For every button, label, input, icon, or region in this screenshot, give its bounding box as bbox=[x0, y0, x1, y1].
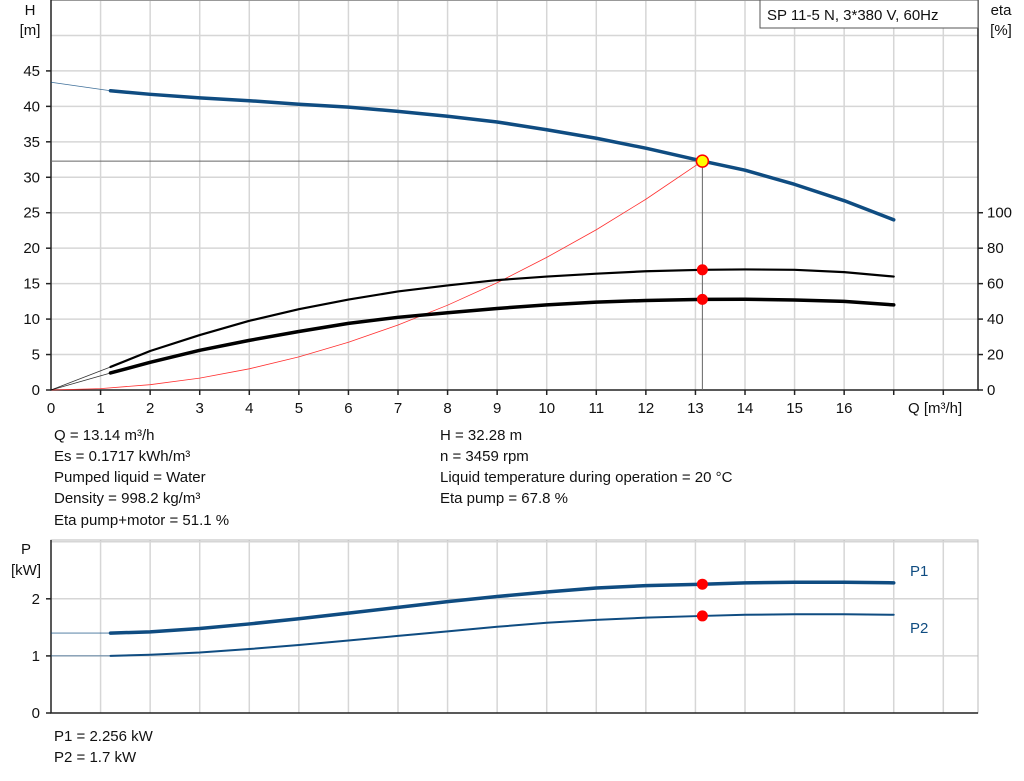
info-liquid: Pumped liquid = Water bbox=[54, 469, 206, 486]
eta-pump-point bbox=[696, 264, 708, 276]
eta-pump-curve-extension bbox=[50, 366, 111, 391]
x-tick-label: 2 bbox=[146, 400, 154, 417]
eta-pump-motor-curve-extension bbox=[50, 372, 111, 391]
y-right-tick-label: 0 bbox=[987, 382, 995, 399]
y-right-unit: [%] bbox=[990, 22, 1012, 39]
info-es: Es = 0.1717 kWh/m³ bbox=[54, 448, 190, 465]
bottom-frame bbox=[50, 539, 979, 714]
y-left-label: H bbox=[25, 2, 36, 19]
info-q: Q = 13.14 m³/h bbox=[54, 427, 154, 444]
info-left: Q = 13.14 m³/h Es = 0.1717 kWh/m³ Pumped… bbox=[54, 427, 229, 529]
p-axis-unit: [kW] bbox=[11, 562, 41, 579]
x-tick-label: 10 bbox=[538, 400, 555, 417]
x-tick-label: 16 bbox=[836, 400, 853, 417]
x-axis-label: Q [m³/h] bbox=[908, 400, 962, 417]
eta-pump-curve bbox=[109, 268, 895, 369]
p-tick-label: 0 bbox=[32, 705, 40, 722]
p-axis-label: P bbox=[21, 541, 31, 558]
top-axes bbox=[50, 0, 979, 391]
y-left-unit: [m] bbox=[20, 22, 41, 39]
x-tick-label: 12 bbox=[638, 400, 655, 417]
y-left-tick-label: 5 bbox=[32, 347, 40, 364]
y-left-tick-label: 20 bbox=[23, 240, 40, 257]
x-tick-label: 13 bbox=[687, 400, 704, 417]
info-p1: P1 = 2.256 kW bbox=[54, 728, 154, 745]
info-eta-pump-motor: Eta pump+motor = 51.1 % bbox=[54, 512, 229, 529]
eta-pump-motor-point bbox=[696, 293, 708, 305]
y-right-tick-label: 100 bbox=[987, 205, 1012, 222]
y-left-tick-label: 15 bbox=[23, 276, 40, 293]
x-tick-label: 3 bbox=[196, 400, 204, 417]
p2-curve bbox=[109, 613, 895, 657]
top-grid bbox=[50, 0, 979, 391]
info-h: H = 32.28 m bbox=[440, 427, 522, 444]
info-eta-pump: Eta pump = 67.8 % bbox=[440, 490, 568, 507]
y-left-tick-label: 30 bbox=[23, 169, 40, 186]
y-left-tick-label: 35 bbox=[23, 134, 40, 151]
x-tick-label: 6 bbox=[344, 400, 352, 417]
chart-title: SP 11-5 N, 3*380 V, 60Hz bbox=[767, 7, 939, 24]
bottom-grid bbox=[50, 539, 979, 714]
duty-point bbox=[695, 154, 710, 168]
x-tick-label: 11 bbox=[589, 400, 605, 417]
y-right-tick-label: 80 bbox=[987, 240, 1004, 257]
y-left-tick-label: 40 bbox=[23, 98, 40, 115]
p1-point bbox=[696, 578, 708, 590]
p-tick-label: 1 bbox=[32, 648, 40, 665]
x-tick-label: 9 bbox=[493, 400, 501, 417]
x-tick-label: 7 bbox=[394, 400, 402, 417]
p2-series-label: P2 bbox=[910, 620, 928, 637]
info-n: n = 3459 rpm bbox=[440, 448, 529, 465]
x-tick-label: 8 bbox=[443, 400, 451, 417]
ticks: 0 1 2 3 4 5 6 7 8 9 10 11 12 13 14 15 160510152025303540… bbox=[23, 63, 1012, 722]
x-tick-label: 14 bbox=[737, 400, 754, 417]
info-density: Density = 998.2 kg/m³ bbox=[54, 490, 200, 507]
y-right-tick-label: 20 bbox=[987, 347, 1004, 364]
y-left-tick-label: 10 bbox=[23, 311, 40, 328]
p1-series-label: P1 bbox=[910, 563, 928, 580]
info-p2: P2 = 1.7 kW bbox=[54, 749, 137, 766]
y-right-tick-label: 60 bbox=[987, 276, 1004, 293]
y-left-tick-label: 25 bbox=[23, 205, 40, 222]
p2-point bbox=[696, 610, 708, 622]
system-curve bbox=[50, 160, 703, 391]
curves bbox=[50, 81, 896, 657]
x-tick-label: 0 bbox=[47, 400, 55, 417]
eta-pump-motor-curve bbox=[108, 297, 896, 375]
info-temperature: Liquid temperature during operation = 20… bbox=[440, 469, 733, 486]
x-tick-label: 1 bbox=[96, 400, 104, 417]
head-curve-extension bbox=[50, 81, 111, 92]
x-tick-label: 5 bbox=[295, 400, 303, 417]
y-left-tick-label: 0 bbox=[32, 382, 40, 399]
x-tick-label: 15 bbox=[786, 400, 803, 417]
info-right: H = 32.28 m n = 3459 rpm Liquid temperat… bbox=[440, 427, 733, 507]
y-right-label: eta bbox=[991, 2, 1013, 19]
p1-curve bbox=[108, 580, 896, 635]
x-tick-label: 4 bbox=[245, 400, 253, 417]
y-left-tick-label: 45 bbox=[23, 63, 40, 80]
bottom-axes bbox=[50, 540, 978, 714]
head-curve bbox=[108, 89, 896, 222]
y-right-tick-label: 40 bbox=[987, 311, 1004, 328]
legend-box bbox=[759, 0, 979, 29]
p-tick-label: 2 bbox=[32, 591, 40, 608]
